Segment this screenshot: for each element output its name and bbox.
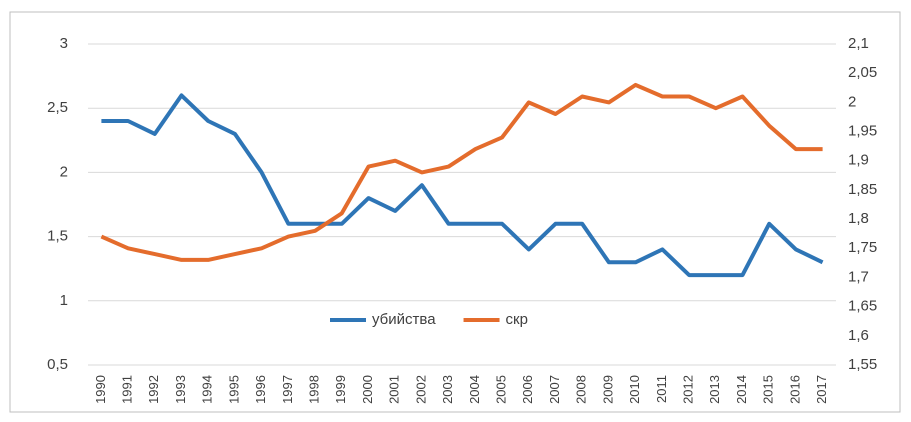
x-tick-label: 1992: [146, 375, 161, 404]
y2-tick-label: 1,95: [848, 123, 877, 140]
chart-frame: [9, 11, 901, 413]
x-tick-label: 2016: [787, 375, 802, 404]
x-tick-label: 2007: [547, 375, 562, 404]
x-tick-label: 1997: [280, 375, 295, 404]
y-tick-label: 2,5: [47, 99, 68, 116]
x-tick-label: 2008: [574, 375, 589, 404]
y2-tick-label: 2,05: [848, 64, 877, 81]
x-tick-label: 1993: [173, 375, 188, 404]
y2-tick-label: 1,9: [848, 152, 869, 169]
x-tick-label: 2003: [440, 375, 455, 404]
x-tick-label: 2011: [654, 375, 669, 403]
legend-label: скр: [506, 311, 528, 328]
x-tick-label: 2002: [413, 375, 428, 404]
x-tick-label: 2001: [387, 375, 402, 404]
y2-tick-label: 2,1: [848, 35, 869, 52]
y2-tick-label: 1,8: [848, 210, 869, 227]
y-tick-label: 1,5: [47, 228, 68, 245]
x-tick-label: 1995: [226, 375, 241, 404]
y2-tick-label: 1,6: [848, 327, 869, 344]
y2-tick-label: 2: [848, 93, 856, 110]
x-tick-label: 1990: [93, 375, 108, 404]
x-tick-label: 1999: [333, 375, 348, 404]
x-tick-label: 2010: [627, 375, 642, 404]
y-tick-label: 0,5: [47, 356, 68, 373]
x-tick-label: 2015: [761, 375, 776, 404]
x-tick-label: 2012: [681, 375, 696, 404]
x-tick-label: 1994: [200, 375, 215, 404]
y2-tick-label: 1,65: [848, 298, 877, 315]
y-tick-label: 3: [60, 35, 68, 52]
x-tick-label: 2000: [360, 375, 375, 404]
y2-tick-label: 1,85: [848, 181, 877, 198]
x-tick-label: 2013: [707, 375, 722, 404]
x-tick-label: 2006: [520, 375, 535, 404]
x-tick-label: 2005: [494, 375, 509, 404]
y2-tick-label: 1,7: [848, 268, 869, 285]
x-tick-label: 2014: [734, 375, 749, 404]
x-tick-label: 2004: [467, 375, 482, 404]
legend-label: убийства: [372, 311, 436, 328]
x-tick-label: 2009: [600, 375, 615, 404]
series-line: [100, 82, 823, 262]
x-tick-label: 1998: [307, 375, 322, 404]
x-tick-label: 2017: [814, 375, 829, 404]
y-tick-label: 2: [60, 163, 68, 180]
y2-tick-label: 1,55: [848, 356, 877, 373]
x-tick-label: 1991: [120, 375, 135, 404]
y-tick-label: 1: [60, 292, 68, 309]
series-line: [101, 93, 824, 278]
y2-tick-label: 1,75: [848, 239, 877, 256]
x-tick-label: 1996: [253, 375, 268, 404]
